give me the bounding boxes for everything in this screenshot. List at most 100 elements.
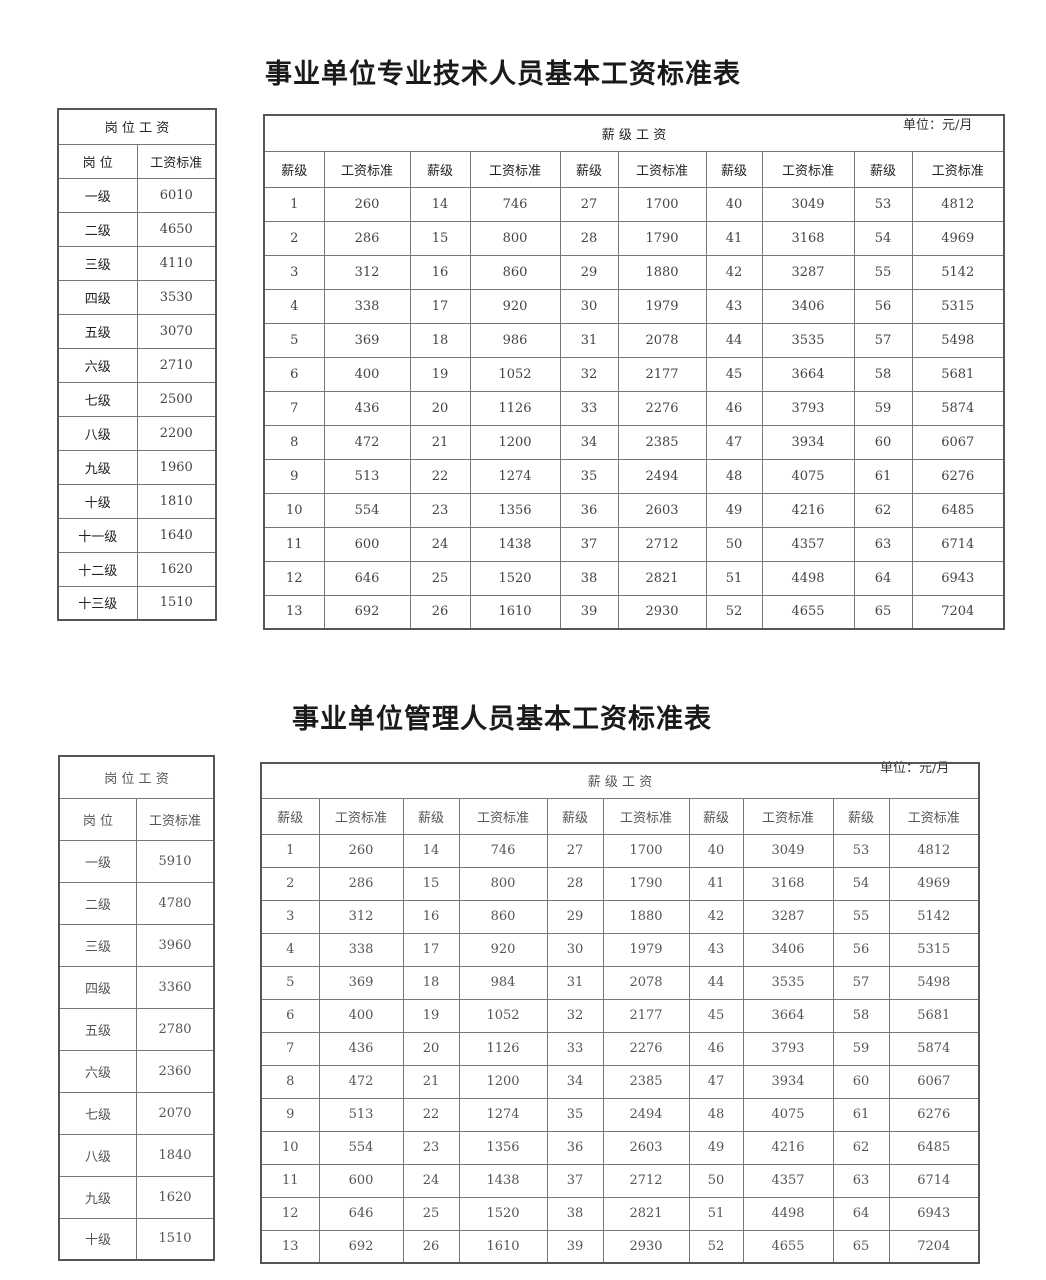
scale-level: 62 — [832, 1130, 890, 1165]
column-header: 薪级 — [260, 797, 320, 835]
table-row: 8 472 21 1200 34 2385 47 3934 60 6067 — [263, 424, 1005, 460]
scale-level: 40 — [705, 186, 763, 222]
table1-post-salary-table: 岗 位 工 资岗 位工资标准 一级 6010 二级 4650 三级 4110 四级 3530 五级… — [57, 108, 217, 621]
salary-value: 986 — [469, 322, 561, 358]
salary-value: 3535 — [761, 322, 855, 358]
scale-level: 39 — [559, 594, 619, 630]
salary-value: 1790 — [617, 220, 707, 256]
salary-value: 1274 — [458, 1097, 548, 1132]
salary-value: 920 — [458, 932, 548, 967]
salary-value: 3793 — [742, 1031, 834, 1066]
column-header: 工资标准 — [761, 150, 855, 188]
scale-level: 13 — [263, 594, 325, 630]
post-level: 七级 — [57, 381, 138, 417]
table-row: 13 692 26 1610 39 2930 52 4655 65 7204 — [260, 1229, 980, 1264]
column-header: 薪级 — [688, 797, 744, 835]
table-row: 10 554 23 1356 36 2603 49 4216 62 6485 — [263, 492, 1005, 528]
salary-value: 2603 — [602, 1130, 690, 1165]
table-row: 岗 位工资标准 — [58, 797, 215, 841]
salary-value: 3360 — [136, 965, 215, 1009]
salary-value: 286 — [323, 220, 411, 256]
post-caption: 岗 位 工 资 — [57, 108, 217, 145]
salary-value: 5498 — [888, 965, 980, 1000]
post-level: 十二级 — [57, 551, 138, 587]
table-row: 岗 位工资标准 — [57, 143, 217, 179]
scale-level: 36 — [546, 1130, 604, 1165]
salary-value: 3049 — [761, 186, 855, 222]
post-level: 三级 — [58, 923, 137, 967]
scale-level: 10 — [260, 1130, 320, 1165]
salary-value: 5142 — [911, 254, 1005, 290]
scale-level: 34 — [559, 424, 619, 460]
scale-level: 19 — [409, 356, 471, 392]
salary-value: 2078 — [617, 322, 707, 358]
scale-level: 48 — [705, 458, 763, 494]
scale-level: 55 — [853, 254, 913, 290]
salary-value: 2360 — [136, 1049, 215, 1093]
table2-scale-salary-table: 薪 级 工 资薪级 工资标准 薪级 工资标准 薪级 工资标准 薪级 工资标准 薪级 工资标准 1 26… — [260, 762, 980, 1264]
table-row: 3 312 16 860 29 1880 42 3287 55 5142 — [260, 899, 980, 934]
salary-value: 4075 — [742, 1097, 834, 1132]
table-row: 六级 2360 — [58, 1049, 215, 1093]
post-level: 四级 — [57, 279, 138, 315]
table-row: 九级 1960 — [57, 449, 217, 485]
scale-level: 28 — [546, 866, 604, 901]
salary-value: 1840 — [136, 1133, 215, 1177]
salary-value: 1520 — [458, 1196, 548, 1231]
scale-level: 19 — [402, 998, 460, 1033]
salary-value: 4498 — [761, 560, 855, 596]
salary-value: 692 — [323, 594, 411, 630]
post-level: 一级 — [57, 177, 138, 213]
scale-level: 45 — [705, 356, 763, 392]
salary-value: 3070 — [136, 313, 217, 349]
scale-level: 52 — [688, 1229, 744, 1264]
salary-value: 1510 — [136, 585, 217, 621]
scale-level: 5 — [263, 322, 325, 358]
salary-value: 1610 — [469, 594, 561, 630]
scale-level: 28 — [559, 220, 619, 256]
post-level: 八级 — [58, 1133, 137, 1177]
salary-value: 1200 — [458, 1064, 548, 1099]
salary-value: 312 — [323, 254, 411, 290]
table-row: 六级 2710 — [57, 347, 217, 383]
salary-value: 2200 — [136, 415, 217, 451]
scale-level: 31 — [559, 322, 619, 358]
scale-level: 35 — [559, 458, 619, 494]
salary-value: 600 — [318, 1163, 404, 1198]
column-header: 工资标准 — [136, 797, 215, 841]
column-header: 工资标准 — [602, 797, 690, 835]
salary-value: 1610 — [458, 1229, 548, 1264]
table-row: 二级 4780 — [58, 881, 215, 925]
scale-caption: 薪 级 工 资 — [260, 762, 980, 799]
salary-value: 7204 — [888, 1229, 980, 1264]
table-row: 12 646 25 1520 38 2821 51 4498 64 6943 — [263, 560, 1005, 596]
scale-level: 15 — [402, 866, 460, 901]
salary-value: 5874 — [888, 1031, 980, 1066]
column-header: 工资标准 — [742, 797, 834, 835]
scale-level: 7 — [260, 1031, 320, 1066]
scale-level: 30 — [559, 288, 619, 324]
salary-value: 1438 — [469, 526, 561, 562]
table-row: 2 286 15 800 28 1790 41 3168 54 4969 — [263, 220, 1005, 256]
salary-value: 5315 — [911, 288, 1005, 324]
table-row: 五级 2780 — [58, 1007, 215, 1051]
scale-level: 27 — [559, 186, 619, 222]
table-row: 薪 级 工 资 — [260, 762, 980, 799]
scale-level: 12 — [263, 560, 325, 596]
salary-value: 1052 — [458, 998, 548, 1033]
table-row: 5 369 18 984 31 2078 44 3535 57 5498 — [260, 965, 980, 1000]
post-level: 六级 — [58, 1049, 137, 1093]
table-row: 三级 3960 — [58, 923, 215, 967]
salary-value: 436 — [323, 390, 411, 426]
column-header: 工资标准 — [136, 143, 217, 179]
scale-level: 1 — [263, 186, 325, 222]
scale-level: 36 — [559, 492, 619, 528]
scale-level: 18 — [402, 965, 460, 1000]
salary-value: 3960 — [136, 923, 215, 967]
salary-value: 1200 — [469, 424, 561, 460]
scale-level: 8 — [260, 1064, 320, 1099]
salary-value: 860 — [458, 899, 548, 934]
salary-value: 2821 — [617, 560, 707, 596]
scale-level: 49 — [705, 492, 763, 528]
scale-level: 32 — [546, 998, 604, 1033]
